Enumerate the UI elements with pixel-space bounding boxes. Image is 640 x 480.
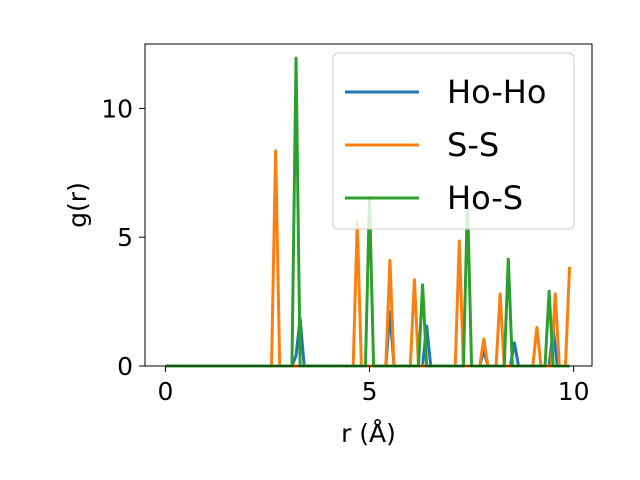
plot-frame (144, 43, 593, 367)
y-tick-label: 10 (101, 94, 133, 123)
y-axis-label: g(r) (63, 182, 92, 228)
legend-label-ho-ho: Ho-Ho (447, 73, 546, 111)
y-tick-label: 5 (117, 223, 133, 252)
x-tick-label: 5 (362, 377, 378, 406)
x-tick-label: 10 (558, 377, 590, 406)
axis-ticks: 0 5 10 0 5 10 (101, 94, 589, 406)
legend-label-s-s: S-S (447, 126, 499, 164)
legend-label-ho-s: Ho-S (447, 179, 523, 217)
x-tick-label: 0 (157, 377, 173, 406)
legend-box (332, 52, 575, 230)
legend: Ho-Ho S-S Ho-S (332, 52, 575, 230)
y-tick-label: 0 (117, 352, 133, 381)
x-axis-label: r (Å) (341, 419, 396, 448)
